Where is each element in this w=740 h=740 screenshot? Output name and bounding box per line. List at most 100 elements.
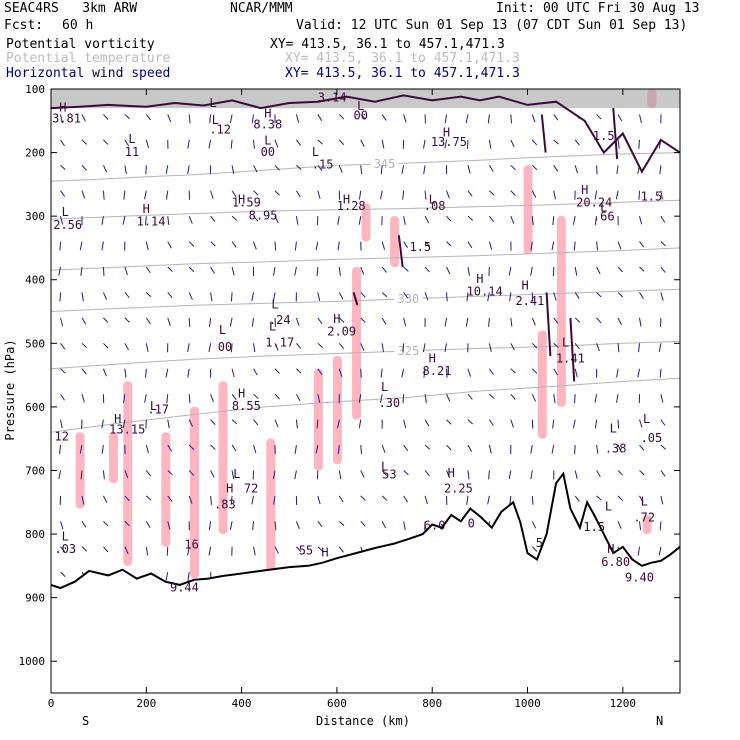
- wind-arrow: [231, 444, 237, 452]
- pv-label: 9.40: [625, 571, 654, 585]
- wind-arrow: [253, 241, 257, 250]
- wind-arrow: [188, 266, 195, 273]
- wind-speed-shade: [556, 216, 566, 407]
- wind-arrow: [594, 419, 598, 429]
- wind-arrow: [122, 419, 126, 429]
- wind-arrow: [338, 317, 345, 323]
- wind-arrow: [467, 266, 470, 276]
- x-tick-label: 1000: [514, 697, 541, 710]
- pv-label: L: [381, 380, 388, 394]
- wind-arrow: [167, 495, 173, 502]
- pv-label: L: [264, 133, 271, 147]
- wind-arrow: [446, 292, 448, 302]
- wind-arrow: [572, 216, 576, 225]
- pv-label: 6.0: [424, 519, 446, 533]
- pv-label: L: [562, 335, 569, 349]
- pv-label: L: [128, 132, 135, 146]
- wind-arrow: [295, 216, 299, 225]
- wind-arrow: [381, 317, 387, 325]
- wind-arrow: [488, 470, 490, 480]
- wind-arrow: [639, 495, 644, 503]
- wind-arrow: [317, 368, 323, 375]
- wind-arrow: [338, 495, 344, 503]
- wind-arrow: [208, 521, 212, 531]
- wind-arrow: [403, 444, 409, 452]
- wind-arrow: [531, 139, 538, 146]
- wind-arrow: [230, 343, 233, 353]
- wind-arrow: [253, 139, 255, 149]
- wind-arrow: [231, 190, 237, 198]
- wind-arrow: [594, 190, 598, 200]
- wind-arrow: [403, 292, 409, 299]
- wind-arrow: [274, 393, 280, 400]
- wind-arrow: [124, 520, 130, 527]
- wind-arrow: [424, 394, 427, 403]
- wind-arrow: [467, 215, 474, 221]
- wind-arrow: [166, 190, 169, 200]
- pv-label: L: [600, 201, 607, 215]
- wind-arrow: [638, 139, 640, 149]
- wind-arrow: [489, 393, 495, 399]
- wind-arrow: [574, 470, 578, 479]
- wind-arrow: [574, 368, 578, 378]
- wind-arrow: [488, 419, 494, 426]
- pv-label: 5: [536, 536, 543, 550]
- wind-arrow: [296, 139, 302, 146]
- wind-arrow: [403, 216, 406, 225]
- wind-arrow: [58, 266, 62, 276]
- wind-arrow: [101, 241, 104, 251]
- pv-label: 1.14: [137, 215, 166, 229]
- wind-arrow: [209, 114, 212, 124]
- wind-arrow: [660, 495, 664, 505]
- wind-arrow: [167, 470, 173, 476]
- wind-arrow: [296, 164, 302, 171]
- wind-arrow: [272, 470, 276, 480]
- plot-frame: [50, 88, 681, 694]
- wind-arrow: [659, 165, 662, 175]
- pv-label: L: [233, 467, 240, 481]
- wind-arrow: [145, 444, 150, 454]
- wind-arrow: [487, 114, 490, 124]
- theta-contour: [51, 377, 680, 433]
- y-tick-label: 800: [25, 528, 45, 541]
- wind-arrow: [424, 266, 430, 273]
- theta-contour-label: 330: [398, 292, 420, 306]
- pv-label: L: [62, 529, 69, 543]
- wind-arrow: [508, 470, 512, 480]
- wind-arrow: [338, 266, 341, 276]
- pv-label: 1.28: [337, 199, 366, 213]
- wind-arrow: [251, 114, 255, 124]
- wind-arrow: [81, 114, 86, 122]
- wind-arrow: [145, 495, 152, 501]
- wind-arrow: [80, 470, 83, 480]
- wind-arrow: [552, 216, 555, 226]
- pv-label: H: [476, 272, 483, 286]
- wind-arrow: [253, 368, 258, 376]
- wind-arrow: [531, 495, 534, 505]
- wind-speed-shade: [390, 216, 400, 268]
- wind-arrow: [103, 342, 109, 349]
- wind-arrow: [531, 521, 537, 529]
- pv-label: 9.44: [170, 580, 199, 594]
- wind-arrow: [660, 215, 666, 223]
- wind-arrow: [379, 190, 383, 200]
- wind-arrow: [446, 241, 452, 247]
- wind-arrow: [403, 114, 407, 123]
- wind-arrow: [274, 368, 280, 374]
- wind-arrow: [531, 368, 538, 374]
- wind-arrow: [423, 139, 426, 149]
- wind-arrow: [616, 165, 619, 175]
- wind-arrow: [60, 164, 66, 170]
- wind-arrow: [360, 470, 365, 478]
- wind-arrow: [210, 495, 212, 505]
- wind-arrow: [660, 266, 666, 273]
- y-tick-label: 300: [25, 210, 45, 223]
- wind-arrow: [467, 241, 473, 249]
- field-name-theta: Potential temperature: [6, 51, 171, 66]
- pv-label: L: [429, 192, 436, 206]
- wind-arrow: [467, 190, 473, 197]
- pv-label: H: [607, 542, 614, 556]
- wind-arrow: [488, 215, 495, 222]
- wind-arrow: [274, 343, 279, 351]
- pv-label: .38: [605, 442, 627, 456]
